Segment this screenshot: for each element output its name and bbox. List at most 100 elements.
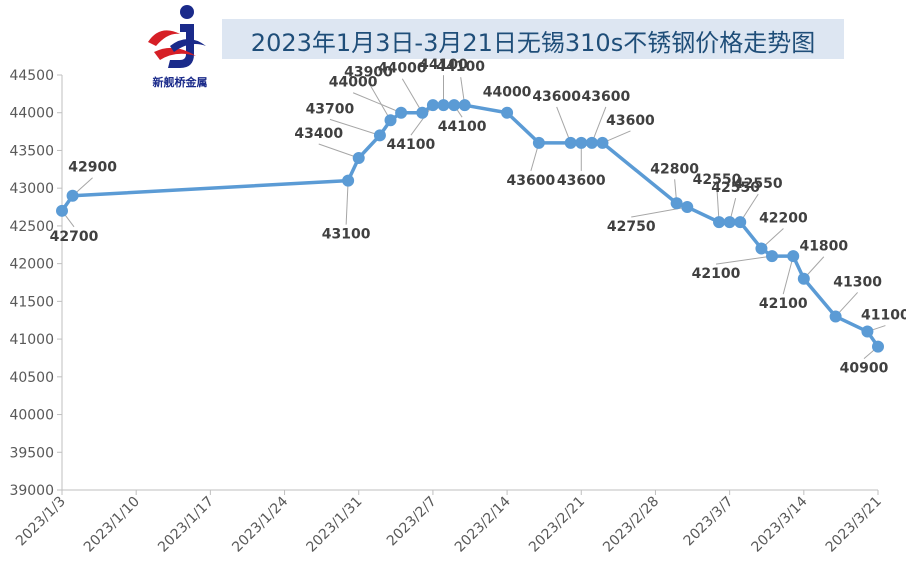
data-label: 43600 [532, 89, 581, 105]
x-tick-label: 2023/3/21 [823, 494, 885, 556]
data-label-leader [318, 143, 359, 159]
chart-title: 2023年1月3日-3月21日无锡310s不锈钢价格走势图 [250, 29, 816, 57]
x-tick-label: 2023/2/28 [600, 494, 662, 556]
y-tick-label: 43000 [9, 181, 54, 197]
data-label: 42100 [692, 266, 741, 282]
y-tick-label: 44000 [9, 106, 54, 122]
data-label: 44000 [329, 75, 378, 91]
data-label-leader [329, 118, 381, 136]
y-tick-label: 39000 [9, 483, 54, 499]
data-point [829, 310, 842, 323]
x-tick-label: 2023/2/14 [452, 493, 514, 555]
data-label: 42550 [693, 172, 742, 188]
data-label-leader [368, 82, 391, 121]
logo-mark-icon [148, 5, 206, 68]
data-point [395, 106, 408, 119]
data-label: 40900 [840, 361, 889, 377]
data-point [585, 136, 598, 149]
data-label: 43600 [582, 89, 631, 105]
data-point [532, 136, 545, 149]
y-tick-label: 41000 [9, 332, 54, 348]
data-point [437, 99, 450, 112]
data-label: 44100 [438, 119, 487, 135]
data-label-leader [352, 92, 402, 114]
data-label: 43600 [606, 113, 655, 129]
data-label: 42700 [50, 229, 99, 245]
data-label: 43400 [294, 126, 343, 142]
data-point [861, 325, 874, 338]
x-tick-label: 2023/1/31 [303, 494, 365, 556]
y-tick-label: 39500 [9, 445, 54, 461]
data-label: 44100 [387, 137, 436, 153]
data-point [373, 129, 386, 142]
series-line [60, 103, 880, 349]
data-label: 43600 [507, 173, 556, 189]
data-point [426, 99, 439, 112]
data-label: 43600 [557, 173, 606, 189]
x-tick-label: 2023/3/14 [749, 493, 811, 555]
data-label: 43700 [306, 101, 355, 117]
data-label: 44100 [419, 57, 468, 73]
data-label: 42550 [711, 180, 760, 196]
data-point [575, 136, 588, 149]
data-label-leader [345, 180, 349, 225]
y-tick-label: 42000 [9, 257, 54, 273]
data-label: 44000 [378, 61, 427, 77]
data-point [448, 99, 461, 112]
data-point [596, 136, 609, 149]
data-label-leader [591, 106, 607, 144]
data-point [384, 114, 397, 127]
company-logo: 新舰桥金属 [140, 2, 220, 92]
data-point [713, 216, 726, 229]
y-tick-label: 40000 [9, 408, 54, 424]
data-label: 42100 [759, 296, 808, 312]
data-point [670, 197, 683, 210]
x-tick-label: 2023/2/21 [526, 494, 588, 556]
data-label: 41300 [833, 274, 882, 290]
data-label: 43100 [322, 227, 371, 243]
x-tick-label: 2023/1/3 [13, 494, 69, 550]
data-point [416, 106, 429, 119]
y-tick-label: 41500 [9, 294, 54, 310]
data-point [501, 106, 514, 119]
data-point [681, 201, 694, 214]
data-label: 42200 [759, 211, 808, 227]
data-label: 42750 [607, 219, 656, 235]
data-label: 44100 [436, 59, 485, 75]
x-tick-label: 2023/1/24 [229, 493, 291, 555]
x-tick-label: 2023/2/7 [384, 494, 440, 550]
x-tick-label: 2023/1/17 [155, 494, 217, 556]
y-tick-label: 43500 [9, 143, 54, 159]
data-point [352, 152, 365, 164]
data-label-leader [401, 78, 423, 113]
y-tick-label: 42500 [9, 219, 54, 235]
data-label: 42550 [734, 176, 783, 192]
data-label-leader [410, 104, 434, 136]
data-label-leader [715, 255, 773, 265]
data-point [56, 204, 68, 217]
data-point [723, 216, 736, 229]
data-label: 44000 [483, 85, 532, 101]
data-point [872, 340, 884, 353]
x-tick-label: 2023/1/10 [81, 494, 143, 556]
data-point [66, 189, 79, 202]
data-point [766, 250, 779, 263]
data-point [755, 242, 768, 255]
data-label: 43900 [344, 64, 393, 80]
data-label: 41100 [861, 308, 906, 324]
x-tick-label: 2023/3/7 [681, 494, 737, 550]
y-tick-label: 44500 [9, 68, 54, 84]
chart-title-box: 2023年1月3日-3月21日无锡310s不锈钢价格走势图 [222, 19, 844, 59]
data-point [797, 272, 810, 285]
data-label-leader [782, 255, 794, 295]
data-label-leader [556, 106, 572, 144]
y-tick-label: 40500 [9, 370, 54, 386]
data-label: 42800 [650, 161, 699, 177]
logo-text: 新舰桥金属 [152, 76, 208, 89]
data-point [564, 136, 577, 149]
data-point [342, 174, 355, 187]
data-point [787, 250, 800, 263]
data-point [458, 99, 471, 112]
data-point [734, 216, 747, 229]
